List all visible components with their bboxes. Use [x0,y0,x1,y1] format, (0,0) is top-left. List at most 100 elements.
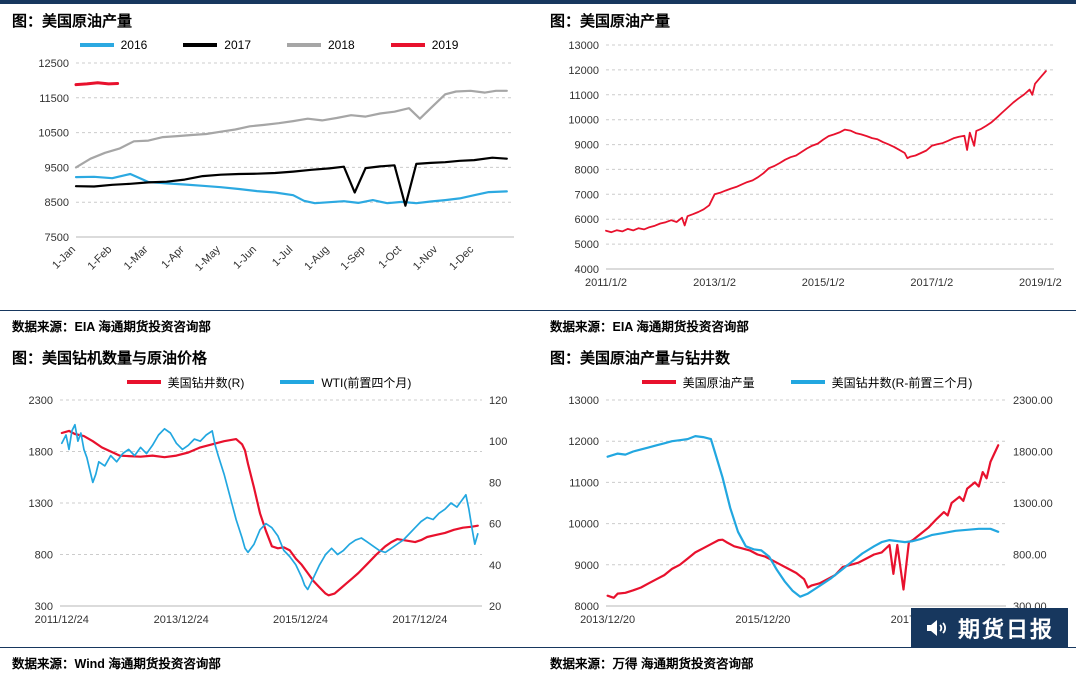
svg-text:13000: 13000 [568,395,599,407]
chart-title: 图：美国钻机数量与原油价格 [12,350,208,367]
chart-title: 图：美国原油产量 [550,13,671,30]
panel-us-crude-production-by-year: 图：美国原油产量 2016 2017 2018 2019 7500 8500 9500 10… [0,4,538,341]
svg-text:11500: 11500 [39,93,69,105]
svg-text:2015/12/24: 2015/12/24 [273,614,328,626]
svg-text:12500: 12500 [38,58,69,70]
megaphone-icon [926,620,946,636]
series-line-0 [74,172,508,205]
legend-item: 美国钻井数(R) [126,374,245,391]
data-source: 数据来源：EIA 海通期货投资咨询部 [0,310,538,341]
svg-text:2019/1/2: 2019/1/2 [1019,277,1062,289]
svg-text:1-Apr: 1-Apr [159,243,187,271]
svg-text:1-Sep: 1-Sep [338,244,367,273]
svg-text:120: 120 [489,395,507,407]
series-line-3 [74,81,120,87]
data-source: 数据来源：万得 海通期货投资咨询部 [538,647,1076,678]
svg-text:8500: 8500 [45,197,69,209]
svg-text:40: 40 [489,560,501,572]
legend-item: 美国原油产量 [641,374,755,391]
svg-text:4000: 4000 [575,264,599,276]
series-lines [74,81,508,207]
series-line-1 [74,156,508,207]
svg-text:2015/1/2: 2015/1/2 [802,277,845,289]
svg-text:1-Jul: 1-Jul [270,244,295,269]
legend-swatch-icon [790,380,825,384]
line-chart-canvas: 300 800 1300 1800 2300 20 40 60 80 100 120 2011/12/… [29,395,508,626]
legend-swatch-icon [126,380,161,384]
svg-text:10000: 10000 [568,115,599,127]
legend-label: 2018 [328,38,355,52]
watermark-text: 期货日报 [957,617,1054,642]
svg-text:13000: 13000 [568,40,599,52]
svg-text:1-Feb: 1-Feb [86,244,115,273]
line-chart-canvas: 4000 5000 6000 7000 8000 9000 10000 11000 12000 1… [568,40,1061,289]
svg-text:2011/1/2: 2011/1/2 [585,277,627,289]
svg-text:1-Oct: 1-Oct [376,244,404,272]
legend-item: WTI(前置四个月) [280,374,411,391]
legend-item: 2019 [390,38,459,52]
svg-text:5000: 5000 [575,239,599,251]
legend-item: 2017 [183,38,251,52]
svg-text:1-Dec: 1-Dec [447,243,477,273]
data-source: 数据来源：EIA 海通期货投资咨询部 [538,310,1076,341]
svg-text:7000: 7000 [575,189,599,201]
svg-text:1-May: 1-May [193,243,223,273]
legend-label: 美国钻井数(R) [167,375,245,390]
series-lines [605,70,1047,234]
svg-text:8000: 8000 [575,164,599,176]
watermark-badge: 期货日报 [910,608,1068,648]
panel-us-production-vs-rigs: 图：美国原油产量与钻井数 美国原油产量 美国钻井数(R-前置三个月) 8000 90… [538,341,1076,678]
series-line-0 [606,444,1000,599]
svg-text:1300.00: 1300.00 [1013,498,1053,510]
svg-text:1800: 1800 [29,447,53,459]
svg-text:9000: 9000 [575,140,599,152]
svg-text:800.00: 800.00 [1013,550,1047,562]
svg-text:1-Jun: 1-Jun [231,244,259,272]
legend-label: WTI(前置四个月) [321,375,412,390]
legend-item: 美国钻井数(R-前置三个月) [790,374,973,391]
chart-grid: 图：美国原油产量 2016 2017 2018 2019 7500 8500 9500 10… [0,4,1076,678]
grid-and-axes: 4000 5000 6000 7000 8000 9000 10000 11000 12000 1… [568,40,1061,289]
svg-text:9000: 9000 [575,560,599,572]
grid-and-axes: 300 800 1300 1800 2300 20 40 60 80 100 120 2011/12/… [29,395,508,626]
series-line-0 [605,70,1047,234]
chart-legend: 美国原油产量 美国钻井数(R-前置三个月) [550,372,1064,392]
svg-text:7500: 7500 [45,232,69,244]
svg-text:10500: 10500 [38,128,69,140]
legend-label: 美国钻井数(R-前置三个月) [831,375,973,390]
legend-swatch-icon [79,43,114,47]
svg-text:1-Nov: 1-Nov [411,243,441,273]
legend-label: 2017 [224,38,251,52]
svg-text:6000: 6000 [575,214,599,226]
svg-text:2300.00: 2300.00 [1013,395,1053,407]
series-lines [606,434,1000,599]
svg-text:1-Aug: 1-Aug [302,244,331,273]
series-line-2 [74,89,508,169]
series-line-1 [60,423,479,591]
series-line-0 [60,429,479,597]
legend-swatch-icon [280,380,315,384]
data-source: 数据来源：Wind 海通期货投资咨询部 [0,647,538,678]
legend-label: 2019 [431,38,459,52]
svg-text:2015/12/20: 2015/12/20 [735,614,790,626]
series-lines [60,423,479,597]
legend-swatch-icon [287,43,321,47]
svg-text:11000: 11000 [569,477,599,489]
svg-text:10000: 10000 [568,519,599,531]
svg-text:60: 60 [489,519,501,531]
series-line-1 [606,434,1000,598]
svg-text:1800.00: 1800.00 [1013,447,1053,459]
svg-text:2017/1/2: 2017/1/2 [910,277,953,289]
svg-text:80: 80 [489,477,501,489]
legend-label: 2016 [120,38,148,52]
chart-title: 图：美国原油产量与钻井数 [550,350,731,367]
chart-title: 图：美国原油产量 [12,13,133,30]
legend-label: 美国原油产量 [682,375,755,390]
legend-swatch-icon [390,43,425,47]
svg-text:8000: 8000 [575,601,599,613]
svg-text:20: 20 [489,601,501,613]
svg-text:1300: 1300 [29,498,53,510]
svg-text:12000: 12000 [568,65,599,77]
